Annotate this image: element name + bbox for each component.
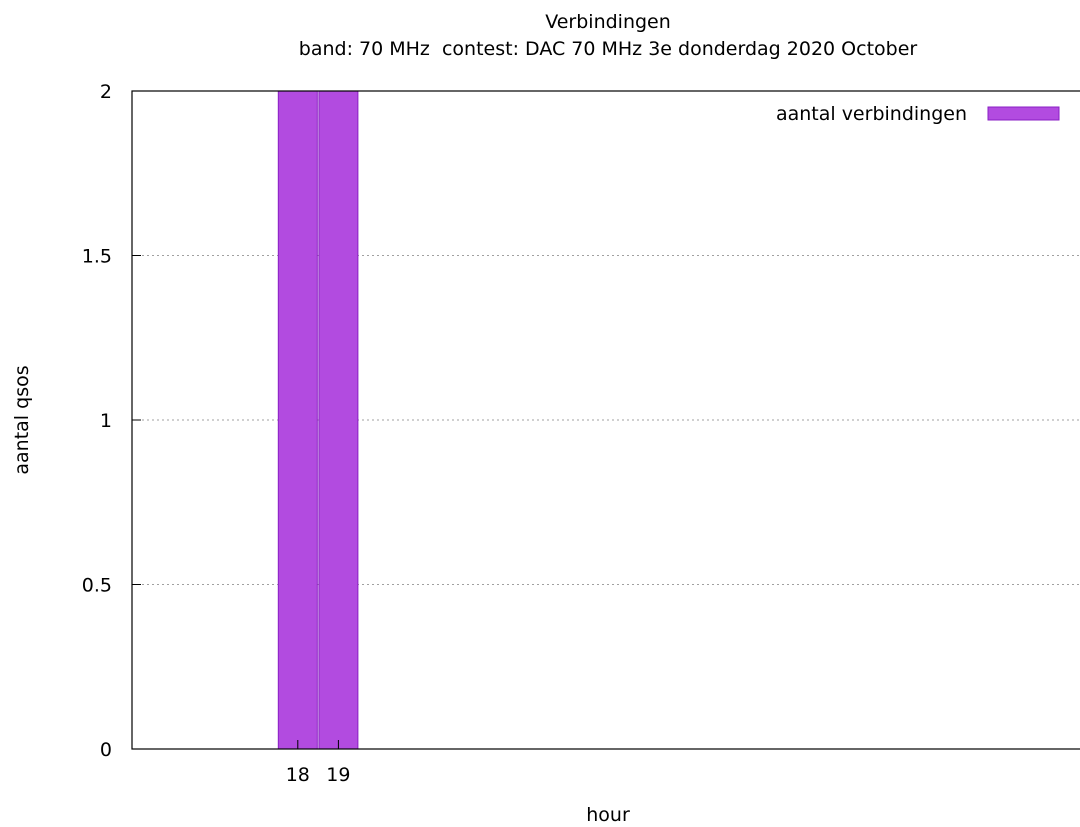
y-axis-label: aantal qsos: [11, 365, 33, 474]
x-tick-label: 18: [286, 764, 310, 786]
x-tick-label: 19: [326, 764, 350, 786]
y-tick-label: 0.5: [82, 575, 112, 597]
chart-title: Verbindingen: [545, 11, 671, 33]
x-axis-label: hour: [586, 804, 630, 826]
y-axis-ticks: 0 0.5 1 1.5 2: [82, 81, 141, 761]
y-tick-label: 2: [100, 81, 112, 103]
y-tick-label: 1: [100, 410, 112, 432]
legend-label: aantal verbindingen: [776, 103, 967, 125]
grid-lines: [132, 255, 1080, 585]
y-tick-label: 0: [100, 739, 112, 761]
legend: aantal verbindingen: [776, 103, 1060, 125]
legend-swatch: [987, 106, 1060, 121]
chart-subtitle: band: 70 MHz contest: DAC 70 MHz 3e dond…: [299, 38, 918, 60]
x-axis-ticks: 18 19: [286, 740, 350, 786]
bar-hour-19: [318, 90, 359, 750]
bar-hour-18: [277, 90, 318, 750]
y-tick-label: 1.5: [82, 246, 112, 268]
